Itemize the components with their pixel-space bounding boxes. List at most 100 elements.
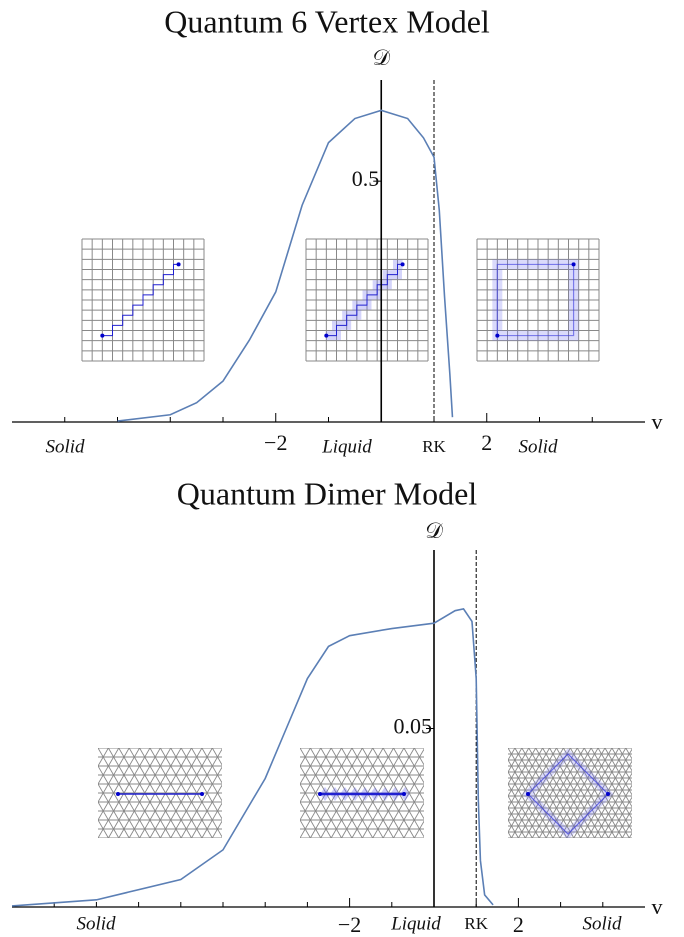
lattice-line	[653, 748, 684, 838]
lattice-line	[15, 748, 67, 838]
lattice-line	[238, 748, 290, 838]
lattice-line	[4, 748, 56, 838]
x-tick-label: −2	[338, 912, 361, 937]
y-tick-label: 0.05	[394, 714, 433, 739]
y-tick-label: 0.5	[352, 166, 380, 191]
lattice-line	[456, 748, 508, 838]
lattice-line	[418, 748, 470, 838]
lattice-line	[46, 748, 98, 838]
endpoint	[495, 334, 499, 338]
lattice-line	[441, 748, 493, 838]
figure: Quantum 6 Vertex Model𝒟v−220.5RKSolidLiq…	[0, 0, 684, 937]
phase-label: Liquid	[321, 436, 372, 457]
lattice-line	[619, 748, 671, 838]
x-tick-label: 2	[481, 430, 492, 455]
lattice-line	[0, 748, 36, 838]
lattice-line	[51, 748, 103, 838]
phase-label: Solid	[582, 913, 622, 934]
lattice-line	[446, 748, 498, 838]
endpoint	[401, 262, 405, 266]
lattice-line	[25, 748, 77, 838]
lattice-line	[543, 748, 595, 838]
phase-label: Solid	[45, 436, 85, 457]
lattice-line	[608, 748, 660, 838]
lattice-line	[36, 748, 88, 838]
lattice-line	[425, 748, 477, 838]
lattice-line	[439, 748, 491, 838]
lattice-line	[40, 748, 92, 838]
lattice-line	[233, 748, 285, 838]
lattice-line	[254, 748, 306, 838]
lattice-line	[442, 748, 494, 838]
lattice-line	[227, 748, 279, 838]
lattice-line	[217, 748, 269, 838]
lattice-line	[633, 748, 684, 838]
lattice-line	[4, 748, 56, 838]
lattice-line	[647, 748, 684, 838]
lattice-line	[588, 748, 640, 838]
lattice-line	[445, 748, 497, 838]
rk-label: RK	[464, 914, 488, 933]
lattice-line	[491, 748, 543, 838]
endpoint	[606, 792, 610, 796]
lattice-line	[223, 748, 275, 838]
lattice-line	[445, 748, 497, 838]
lattice-line	[674, 748, 684, 838]
lattice-line	[622, 748, 674, 838]
lattice-inset	[82, 239, 204, 361]
lattice-inset	[477, 239, 599, 361]
lattice-line	[643, 748, 684, 838]
lattice-line	[636, 748, 684, 838]
lattice-line	[612, 748, 664, 838]
lattice-line	[441, 748, 493, 838]
lattice-line	[431, 748, 483, 838]
lattice-line	[653, 748, 684, 838]
lattice-line	[650, 748, 684, 838]
lattice-line	[421, 748, 473, 838]
lattice-line	[615, 748, 667, 838]
lattice-line	[36, 748, 88, 838]
lattice-line	[633, 748, 684, 838]
lattice-line	[473, 748, 525, 838]
lattice-line	[643, 748, 684, 838]
lattice-line	[456, 748, 508, 838]
lattice-line	[678, 748, 684, 838]
lattice-line	[0, 748, 4, 838]
y-axis-label: 𝒟	[425, 518, 443, 543]
lattice-line	[425, 748, 477, 838]
lattice-line	[591, 748, 643, 838]
lattice-inset	[306, 239, 428, 361]
lattice-line	[428, 748, 480, 838]
lattice-line	[462, 748, 514, 838]
lattice-line	[664, 748, 684, 838]
lattice-line	[605, 748, 657, 838]
lattice-line	[46, 748, 98, 838]
lattice-line	[223, 748, 275, 838]
endpoint	[324, 334, 328, 338]
x-axis-label: v	[652, 894, 663, 919]
lattice-line	[0, 748, 46, 838]
lattice-line	[629, 748, 681, 838]
lattice-line	[0, 748, 4, 838]
lattice-line	[477, 748, 529, 838]
lattice-line	[15, 748, 67, 838]
lattice-line	[233, 748, 285, 838]
rk-label: RK	[422, 437, 446, 456]
lattice-line	[671, 748, 684, 838]
lattice-line	[664, 748, 684, 838]
lattice-line	[449, 748, 501, 838]
lattice-line	[660, 748, 684, 838]
lattice-line	[456, 748, 508, 838]
lattice-line	[460, 748, 512, 838]
endpoint	[116, 792, 120, 796]
lattice-line	[626, 748, 678, 838]
lattice-line	[243, 748, 295, 838]
phase-label: Solid	[76, 913, 116, 934]
lattice-line	[0, 748, 15, 838]
lattice-line	[494, 748, 546, 838]
endpoint	[200, 792, 204, 796]
x-axis-label: v	[652, 409, 663, 434]
lattice-inset	[0, 748, 555, 838]
endpoint	[177, 262, 181, 266]
endpoint	[100, 334, 104, 338]
